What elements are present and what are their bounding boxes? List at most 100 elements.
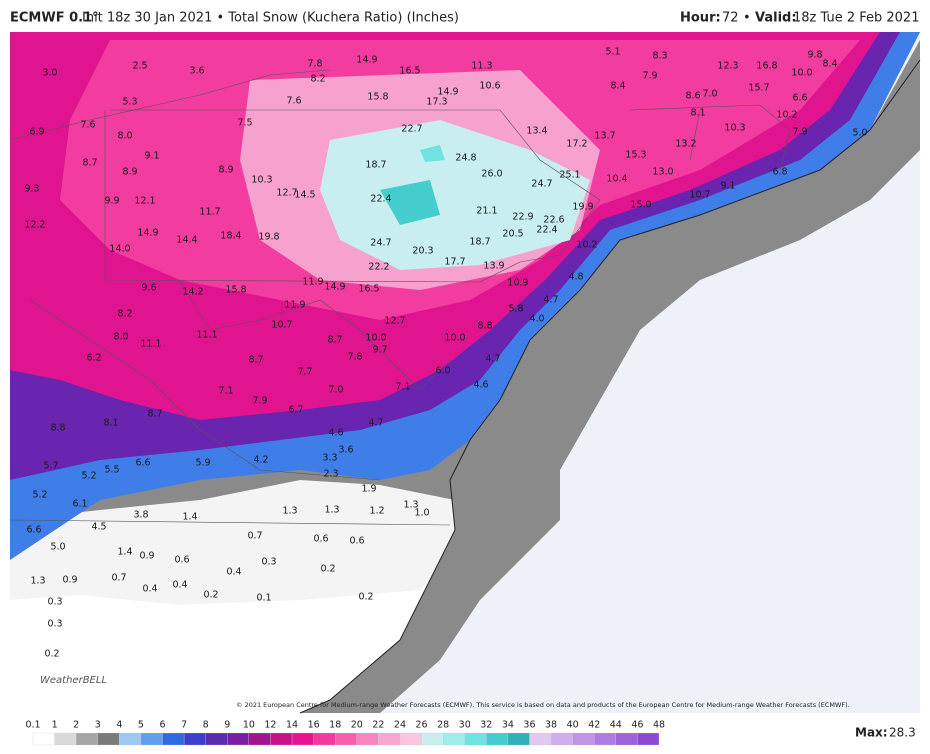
snow-total-label: 8.7 [248, 355, 263, 366]
legend-tick-label: 10 [243, 720, 255, 731]
legend-swatch [335, 732, 357, 746]
snow-total-label: 24.7 [531, 179, 552, 190]
snow-total-label: 0.1 [256, 593, 271, 604]
snow-total-label: 5.9 [195, 458, 210, 469]
snow-total-label: 9.6 [141, 283, 156, 294]
snow-total-label: 8.8 [50, 423, 65, 434]
snow-total-label: 7.8 [307, 59, 322, 70]
snow-total-label: 8.7 [147, 409, 162, 420]
snow-total-label: 10.0 [365, 333, 386, 344]
logo: WeatherBELL [40, 675, 107, 686]
snow-total-label: 8.7 [327, 335, 342, 346]
legend-tick-label: 22 [372, 720, 384, 731]
legend-tick-label: 28 [437, 720, 449, 731]
legend-swatch [227, 732, 250, 746]
snow-total-label: 7.6 [286, 96, 301, 107]
snow-total-label: 15.7 [748, 83, 769, 94]
snow-total-label: 8.4 [610, 81, 625, 92]
state-border [29, 281, 451, 481]
snow-total-label: 7.7 [297, 367, 312, 378]
snow-total-label: 9.3 [24, 184, 39, 195]
valid-label: Valid: [755, 11, 797, 26]
snow-total-label: 22.4 [536, 225, 557, 236]
legend-swatch [270, 732, 293, 746]
legend-tick-label: 7 [181, 720, 187, 731]
snow-total-label: 6.6 [26, 525, 41, 536]
white-zone [10, 580, 430, 713]
snow-total-label: 1.4 [182, 512, 197, 523]
legend-swatch [378, 732, 401, 746]
state-border [9, 69, 791, 526]
copyright: © 2021 European Centre for Medium-range … [236, 701, 850, 709]
max-label: Max: [855, 726, 888, 740]
legend-tick-label: 0.1 [25, 720, 40, 731]
snow-total-label: 10.9 [507, 278, 528, 289]
legend-swatch [486, 732, 509, 746]
snow-total-label: 9.9 [104, 196, 119, 207]
snow-total-label: 15.8 [367, 92, 388, 103]
snow-total-label: 13.0 [652, 167, 673, 178]
max-value: 28.3 [889, 726, 916, 740]
legend-tick-label: 5 [138, 720, 144, 731]
legend-tick-label: 4 [116, 720, 122, 731]
legend-tick-label: 26 [416, 720, 428, 731]
legend-tick-label: 18 [329, 720, 341, 731]
snow-total-label: 5.2 [32, 490, 47, 501]
snow-total-label: 0.2 [358, 592, 373, 603]
snow-total-label: 19.8 [258, 232, 279, 243]
snow-total-label: 6.2 [86, 353, 101, 364]
snow-total-label: 3.8 [133, 510, 148, 521]
hour: 72 [722, 11, 739, 26]
snow-total-label: 7.9 [792, 127, 807, 138]
snow-total-label: 22.2 [368, 262, 389, 273]
snow-total-label: 4.8 [568, 272, 583, 283]
legend-swatch [594, 732, 616, 746]
snow-total-label: 22.4 [370, 194, 391, 205]
snow-total-label: 13.7 [594, 131, 615, 142]
legend-tick-label: 16 [308, 720, 320, 731]
snow-total-label: 1.4 [117, 547, 132, 558]
snow-total-label: 7.9 [642, 71, 657, 82]
snow-total-label: 7.1 [395, 382, 410, 393]
snow-total-label: 14.5 [294, 190, 315, 201]
legend-swatch [162, 732, 185, 746]
snow-total-label: 6.8 [772, 167, 787, 178]
snow-total-label: 7.1 [218, 386, 233, 397]
snow-total-label: 2.5 [132, 61, 147, 72]
snow-total-label: 22.7 [401, 124, 422, 135]
snow-total-label: 13.2 [675, 139, 696, 150]
snow-total-label: 6.0 [435, 366, 450, 377]
snow-total-label: 10.7 [271, 320, 292, 331]
snow-total-label: 4.6 [328, 428, 343, 439]
snow-total-label: 5.2 [81, 471, 96, 482]
legend-tick-label: 30 [459, 720, 471, 731]
snow-total-label: 7.8 [347, 352, 362, 363]
snow-total-label: 12.2 [24, 220, 45, 231]
snow-total-label: 13.9 [483, 261, 504, 272]
snow-total-label: 0.4 [226, 567, 241, 578]
snow-total-label: 4.5 [91, 522, 106, 533]
legend-tick-label: 42 [588, 720, 600, 731]
snow-total-label: 0.7 [111, 573, 126, 584]
run-info: Init 18z 30 Jan 2021 • Total Snow (Kuche… [82, 11, 459, 26]
snow-total-label: 17.2 [566, 139, 587, 150]
legend-tick-label: 3 [95, 720, 101, 731]
snow-total-label: 14.0 [109, 244, 130, 255]
legend-swatch [291, 732, 314, 746]
snow-total-label: 10.3 [724, 123, 745, 134]
snow-total-label: 8.1 [690, 108, 705, 119]
snow-total-label: 8.3 [652, 51, 667, 62]
snow-total-label: 5.5 [104, 465, 119, 476]
snow-total-label: 12.1 [134, 196, 155, 207]
snow-total-label: 1.3 [282, 506, 297, 517]
legend-swatch [421, 732, 444, 746]
snow-total-label: 16.5 [399, 66, 420, 77]
snow-total-label: 1.3 [324, 505, 339, 516]
snow-total-label: 5.0 [50, 542, 65, 553]
snow-total-label: 17.7 [444, 257, 465, 268]
snow-total-label: 5.3 [122, 97, 137, 108]
snow-total-label: 10.0 [444, 333, 465, 344]
legend-swatch [615, 732, 638, 746]
snow-total-label: 15.0 [630, 200, 651, 211]
snow-total-label: 1.3 [30, 576, 45, 587]
